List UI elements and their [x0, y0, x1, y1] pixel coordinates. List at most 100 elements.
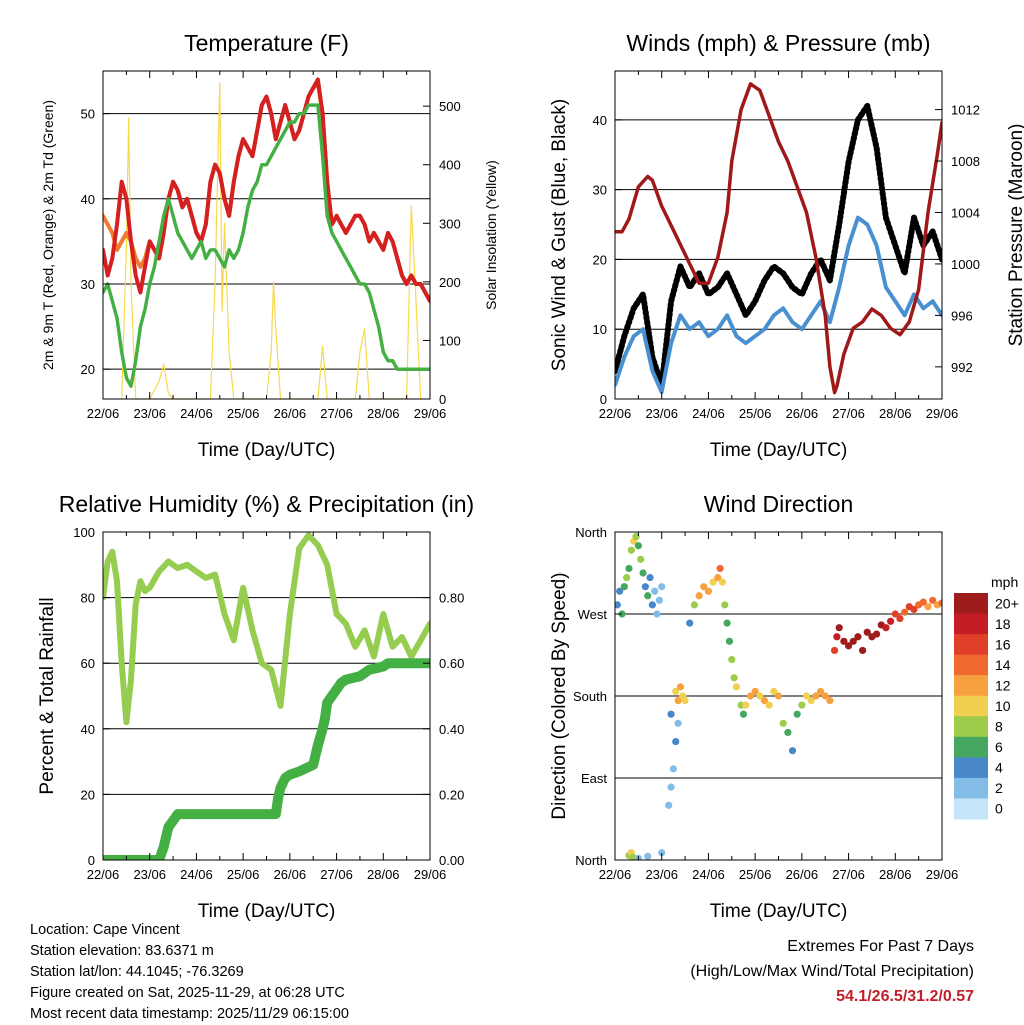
colorbar-swatch [954, 695, 988, 717]
direction-point [618, 610, 626, 618]
winds-y2tick-label: 992 [951, 360, 973, 375]
colorbar-swatch [954, 593, 988, 615]
wind-direction-chart: Wind Direction 22/06 23/06 24/06 25/06 26/06 2… [549, 491, 958, 922]
direction-point [802, 692, 811, 700]
humidity-ylabel: Percent & Total Rainfall [37, 597, 58, 794]
temperature-y2tick-label: 100 [439, 333, 461, 348]
humidity-y2tick-label: 0.40 [439, 722, 464, 737]
direction-point [665, 801, 673, 809]
direction-point [821, 692, 829, 700]
direction-point [760, 696, 769, 705]
direction-point [686, 619, 694, 627]
colorbar-swatch [954, 613, 988, 635]
direction-point [751, 687, 759, 696]
direction-point [625, 564, 633, 573]
direction-point [858, 646, 867, 655]
temperature-y2tick-label: 200 [439, 275, 461, 290]
winds-ytick-label: 20 [593, 252, 607, 267]
winds-xtick-label: 28/06 [879, 406, 912, 421]
wind_direction-ytick-label: North [575, 525, 607, 540]
colorbar-label: 12 [995, 677, 1011, 693]
winds-ytick-label: 30 [593, 183, 607, 198]
winds-series-sonic-wind [615, 215, 942, 394]
direction-point [830, 646, 839, 655]
humidity-series-total-rainfall [103, 658, 430, 860]
direction-point [639, 569, 647, 577]
direction-point [901, 608, 909, 616]
wind_direction-xtick-label: 26/06 [786, 867, 819, 882]
direction-point [681, 696, 689, 705]
colorbar-label: 16 [995, 636, 1011, 652]
direction-point [835, 624, 843, 632]
colorbar-label: 18 [995, 616, 1011, 632]
humidity-precip-chart: Relative Humidity (%) & Precipitation (i… [37, 491, 474, 922]
humidity-xtick-label: 25/06 [227, 867, 260, 882]
winds-ytick-label: 0 [600, 392, 607, 407]
direction-point [644, 592, 652, 600]
direction-point [700, 583, 708, 591]
colorbar-title: mph [991, 574, 1018, 590]
direction-point [695, 592, 703, 600]
created-text: Figure created on Sat, 2025-11-29, at 06… [30, 985, 345, 1001]
temperature-ytick-label: 50 [81, 107, 95, 122]
humidity-y2tick-label: 0.60 [439, 656, 464, 671]
temperature-y2tick-label: 400 [439, 158, 461, 173]
colorbar-label: 4 [995, 760, 1003, 776]
direction-point [774, 692, 783, 700]
humidity-ytick-label: 0 [88, 853, 95, 868]
winds-xtick-label: 26/06 [786, 406, 819, 421]
direction-point [816, 687, 825, 696]
direction-point [742, 701, 750, 709]
wind_direction-xtick-label: 28/06 [879, 867, 912, 882]
temperature-y2tick-label: 300 [439, 216, 461, 231]
winds-pressure-chart: Winds (mph) & Pressure (mb) 22/06 23/06 24/… [549, 30, 1024, 461]
temperature-ytick-label: 40 [81, 192, 95, 207]
direction-point [770, 687, 778, 696]
humidity-xtick-label: 28/06 [367, 867, 400, 882]
colorbar-label: 14 [995, 657, 1011, 673]
direction-point [840, 637, 848, 645]
wind_direction-ytick-label: South [573, 689, 607, 704]
temperature-ylabel: 2m & 9m T (Red, Orange) & 2m Td (Green) [40, 100, 56, 370]
direction-point [704, 587, 713, 595]
temperature-series-2m-t [103, 77, 430, 303]
colorbar-swatch [954, 798, 988, 820]
direction-point [641, 583, 649, 591]
temperature-xtick-label: 27/06 [320, 406, 353, 421]
wind_direction-xtick-label: 27/06 [832, 867, 865, 882]
direction-point [620, 583, 628, 591]
direction-point [716, 564, 724, 573]
direction-point [644, 852, 652, 860]
direction-point [721, 601, 729, 609]
direction-point [653, 610, 661, 618]
temperature-xtick-label: 29/06 [414, 406, 447, 421]
direction-point [672, 737, 680, 746]
direction-point [887, 617, 895, 625]
colorbar-swatch [954, 777, 988, 799]
direction-point [833, 633, 841, 641]
direction-point [676, 683, 685, 691]
colorbar-swatch [954, 634, 988, 656]
recent-text: Most recent data timestamp: 2025/11/29 0… [30, 1006, 349, 1022]
direction-point [730, 674, 738, 682]
direction-point [728, 655, 736, 664]
extremes-box: Extremes For Past 7 Days (High/Low/Max W… [690, 934, 974, 1009]
humidity-ytick-label: 20 [81, 787, 95, 802]
direction-point [690, 601, 699, 609]
direction-point [658, 583, 666, 591]
humidity-xtick-label: 22/06 [87, 867, 120, 882]
direction-point [812, 692, 820, 700]
winds-xtick-label: 25/06 [739, 406, 772, 421]
direction-point [623, 573, 631, 582]
temperature-y2tick-label: 0 [439, 392, 446, 407]
humidity-y2tick-label: 0.20 [439, 787, 464, 802]
direction-point [756, 692, 764, 700]
humidity-xtick-label: 29/06 [414, 867, 447, 882]
wind_direction-xtick-label: 23/06 [645, 867, 678, 882]
temperature-y2label: Solar Insolation (Yellow) [483, 160, 499, 310]
direction-point [896, 614, 904, 623]
extremes-title: Extremes For Past 7 Days [787, 938, 974, 955]
direction-point [739, 710, 748, 718]
direction-point [632, 532, 640, 541]
